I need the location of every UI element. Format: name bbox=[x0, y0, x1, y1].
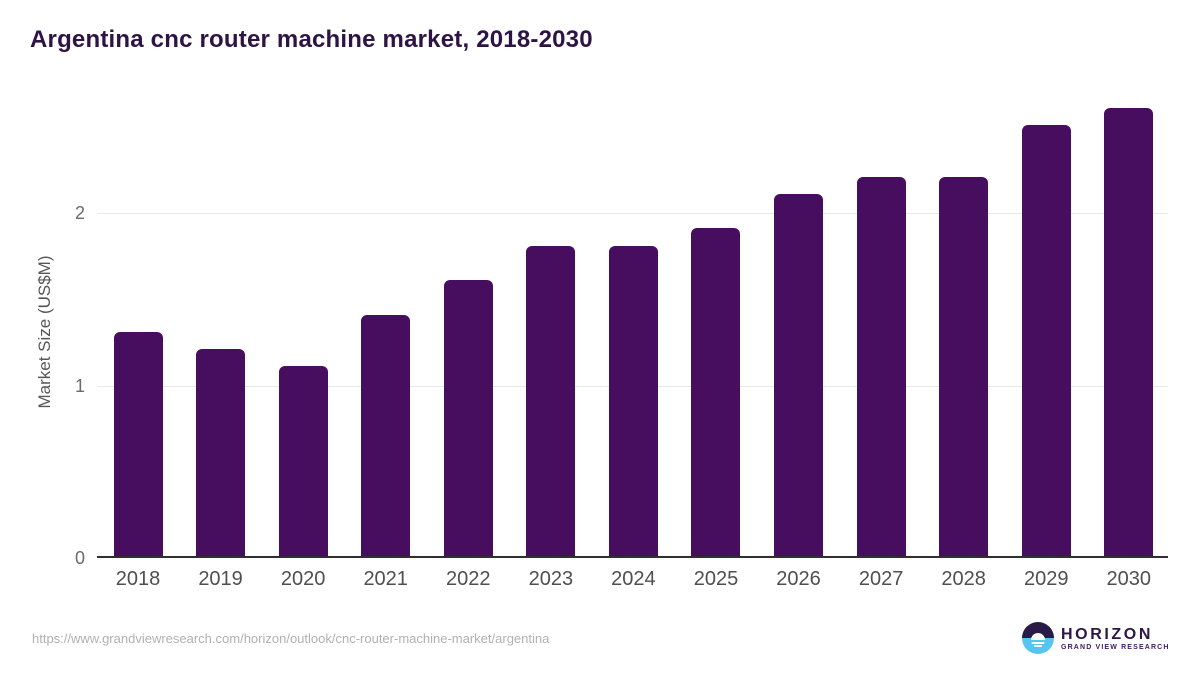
x-axis-label-2028: 2028 bbox=[941, 568, 986, 590]
bar-2022[interactable] bbox=[443, 280, 493, 556]
bar-2018[interactable] bbox=[113, 331, 163, 556]
plot-area: 0 1 2 2018 2019 2020 2021 2022 2023 2024 2025 2026 2… bbox=[75, 98, 1168, 590]
x-axis-label-2022: 2022 bbox=[446, 568, 491, 590]
sun-icon bbox=[1031, 633, 1045, 640]
horizon-reflection-line bbox=[1034, 645, 1042, 647]
bar-2025[interactable] bbox=[691, 228, 741, 556]
x-axis-label-2030: 2030 bbox=[1106, 568, 1152, 590]
source-url: https://www.grandviewresearch.com/horizo… bbox=[32, 631, 550, 646]
bar-2019[interactable] bbox=[196, 349, 246, 556]
y-axis-title: Market Size (US$M) bbox=[35, 255, 54, 409]
y-axis-tick-0: 0 bbox=[74, 548, 85, 568]
bar-2026[interactable] bbox=[774, 193, 824, 556]
chart-title: Argentina cnc router machine market, 201… bbox=[30, 26, 593, 53]
bar-2021[interactable] bbox=[361, 314, 411, 556]
x-axis-label-2027: 2027 bbox=[858, 568, 904, 590]
x-axis-label-2025: 2025 bbox=[693, 568, 739, 590]
bar-2020[interactable] bbox=[278, 366, 328, 556]
x-axis-label-2023: 2023 bbox=[528, 568, 574, 590]
x-axis-label-2021: 2021 bbox=[363, 568, 408, 590]
bar-2029[interactable] bbox=[1021, 124, 1071, 556]
logo-subtitle: GRAND VIEW RESEARCH bbox=[1061, 643, 1170, 651]
horizon-reflection-line bbox=[1031, 641, 1045, 644]
x-axis-label-2020: 2020 bbox=[280, 568, 326, 590]
x-axis-label-2029: 2029 bbox=[1023, 568, 1069, 590]
logo-name: HORIZON bbox=[1061, 625, 1153, 643]
x-axis-label-2026: 2026 bbox=[776, 568, 821, 590]
x-axis-label-2019: 2019 bbox=[198, 568, 243, 590]
horizon-logo-icon bbox=[1022, 622, 1054, 654]
horizon-logo: HORIZON GRAND VIEW RESEARCH bbox=[1022, 622, 1170, 654]
gridline-2 bbox=[97, 213, 1168, 215]
bar-2030[interactable] bbox=[1104, 107, 1154, 556]
x-axis-label-2024: 2024 bbox=[611, 568, 656, 590]
x-axis-label-2018: 2018 bbox=[115, 568, 161, 590]
bar-2024[interactable] bbox=[608, 245, 658, 556]
y-axis-tick-1: 1 bbox=[74, 375, 85, 396]
bar-2023[interactable] bbox=[526, 245, 576, 556]
bar-2028[interactable] bbox=[939, 176, 989, 556]
y-axis-tick-2: 2 bbox=[74, 203, 85, 224]
logo-text: HORIZON GRAND VIEW RESEARCH bbox=[1061, 626, 1170, 651]
bar-2027[interactable] bbox=[856, 176, 906, 556]
